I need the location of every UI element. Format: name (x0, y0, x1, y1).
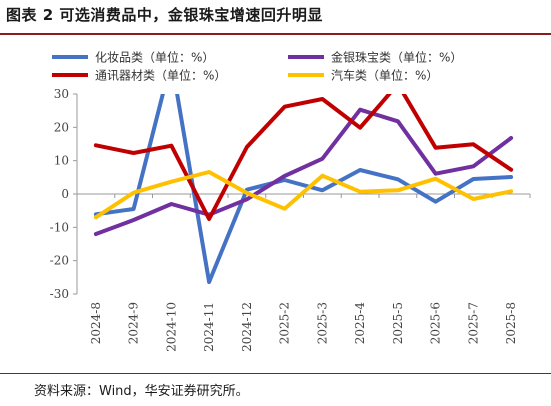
x-tick-label: 2025-7 (466, 302, 480, 344)
source-rule (0, 373, 551, 374)
legend-label-3: 汽车类（单位：%） (331, 68, 438, 83)
series-line-0 (93, 94, 514, 284)
y-tick-label: 10 (54, 154, 69, 168)
x-tick-label: 2025-8 (504, 302, 518, 344)
x-tick-label: 2025-4 (353, 302, 367, 345)
x-tick-label: 2024-10 (164, 302, 178, 352)
y-tick-label: 20 (54, 120, 69, 134)
x-tick-label: 2025-3 (315, 302, 329, 344)
legend-label-0: 化妆品类（单位：%） (95, 50, 214, 65)
legend: 化妆品类（单位：%） 金银珠宝类（单位：%） 通讯器材类（单位：%） 汽车类（单位：%… (52, 50, 462, 83)
legend-label-1: 金银珠宝类（单位：%） (331, 50, 462, 65)
legend-label-2: 通讯器材类（单位：%） (95, 68, 226, 83)
y-tick-label: -20 (50, 254, 69, 268)
x-tick-labels: 2024-8 2024-9 2024-10 2024-11 2024-12 2025-2 2… (89, 302, 518, 352)
x-tick-label: 2025-2 (278, 302, 292, 344)
source-note: 资料来源：Wind，华安证券研究所。 (34, 384, 249, 399)
x-tick-label: 2024-12 (240, 302, 254, 352)
title-rule (0, 33, 551, 35)
chart-title: 图表 2 可选消费品中，金银珠宝增速回升明显 (6, 6, 323, 24)
series-line-3 (93, 170, 514, 220)
series-line-1 (93, 107, 514, 236)
y-tick-labels: -30 -20 -10 0 10 20 30 (50, 87, 69, 301)
x-tick-label: 2024-11 (202, 302, 216, 352)
y-tick-label: 30 (54, 87, 69, 101)
y-tick-label: -30 (50, 287, 69, 301)
x-tick-label: 2024-9 (127, 302, 141, 344)
series-lines (93, 94, 514, 284)
x-tick-label: 2024-8 (89, 302, 103, 344)
y-tick-label: 0 (61, 187, 69, 201)
series-line-2 (93, 94, 514, 221)
x-tick-label: 2025-6 (429, 302, 443, 344)
y-tick-label: -10 (50, 220, 69, 234)
x-tick-label: 2025-5 (391, 302, 405, 344)
